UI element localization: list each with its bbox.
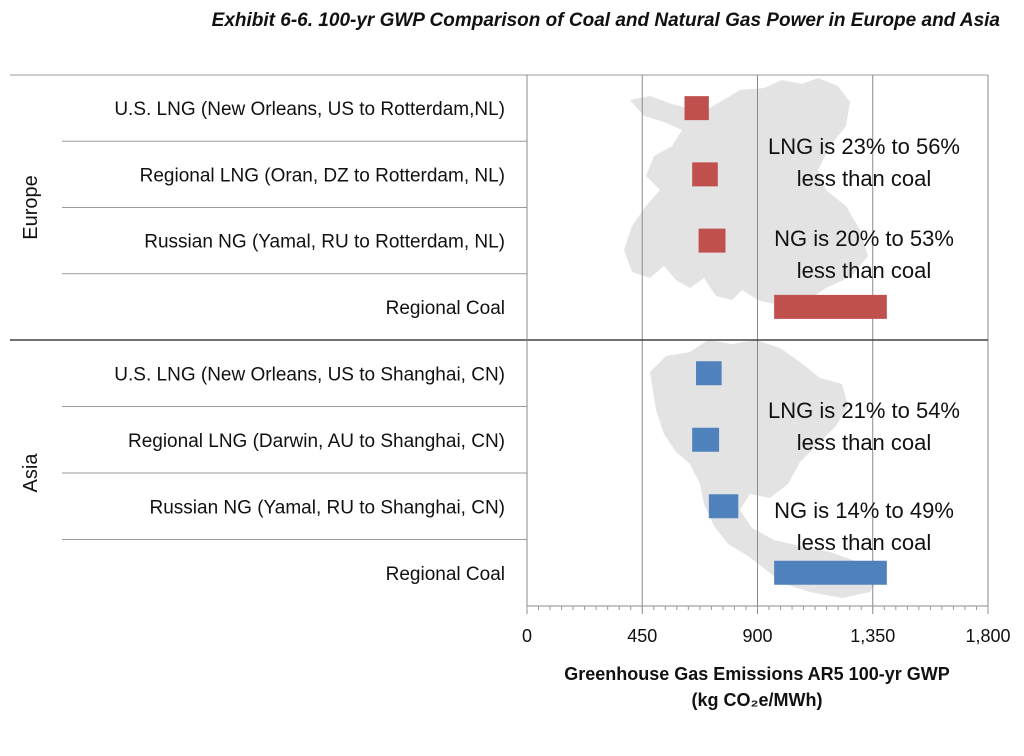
annotation-text: less than coal: [797, 530, 932, 555]
annotation-text: NG is 20% to 53%: [774, 226, 954, 251]
range-bar: [692, 162, 718, 187]
category-label: Russian NG (Yamal, RU to Shanghai, CN): [150, 497, 506, 518]
category-label: Russian NG (Yamal, RU to Rotterdam, NL): [144, 232, 505, 253]
annotation-text: NG is 14% to 49%: [774, 498, 954, 523]
x-tick-label: 1,350: [850, 626, 895, 646]
range-bar: [774, 560, 887, 585]
annotation-text: less than coal: [797, 166, 932, 191]
x-tick-label: 900: [742, 626, 772, 646]
x-axis-unit-label: (kg CO₂e/MWh): [692, 690, 823, 710]
annotation-text: LNG is 21% to 54%: [768, 398, 960, 423]
chart-title: Exhibit 6-6. 100-yr GWP Comparison of Co…: [211, 10, 1000, 31]
range-bar: [684, 96, 709, 121]
range-bar: [698, 228, 726, 253]
map-silhouette-europe: [624, 78, 868, 306]
category-label: Regional LNG (Oran, DZ to Rotterdam, NL): [140, 165, 505, 186]
group-label-europe: Europe: [20, 175, 42, 240]
category-label: Regional Coal: [386, 298, 505, 319]
group-label-asia: Asia: [20, 453, 42, 493]
range-bar: [774, 294, 887, 319]
x-tick-label: 450: [627, 626, 657, 646]
category-label: U.S. LNG (New Orleans, US to Shanghai, C…: [114, 364, 505, 385]
x-tick-label: 0: [522, 626, 532, 646]
x-tick-label: 1,800: [965, 626, 1010, 646]
category-label: Regional LNG (Darwin, AU to Shanghai, CN…: [128, 431, 505, 452]
range-bar: [708, 494, 739, 519]
annotation-text: less than coal: [797, 258, 932, 283]
x-axis-label: Greenhouse Gas Emissions AR5 100-yr GWP: [564, 664, 949, 684]
annotation-text: less than coal: [797, 430, 932, 455]
category-label: U.S. LNG (New Orleans, US to Rotterdam,N…: [114, 99, 505, 120]
range-bar: [692, 427, 720, 452]
map-silhouette-asia: [650, 340, 880, 598]
annotation-text: LNG is 23% to 56%: [768, 134, 960, 159]
range-bar: [696, 361, 722, 386]
category-label: Regional Coal: [386, 564, 505, 585]
